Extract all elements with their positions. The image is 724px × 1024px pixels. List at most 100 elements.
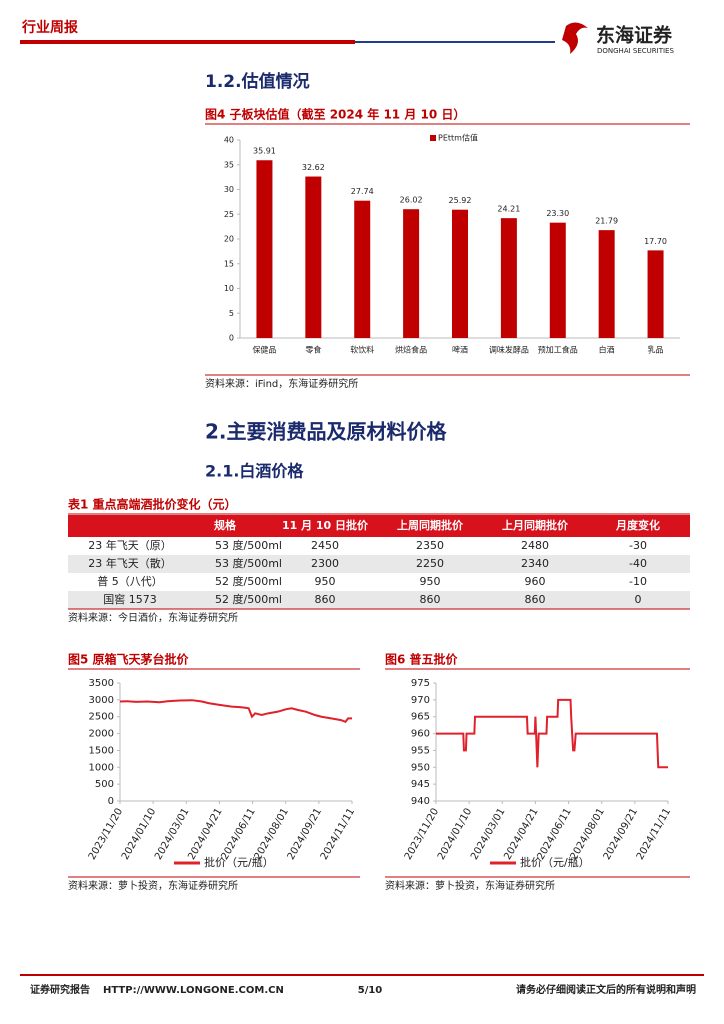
table-cell: 2250 [416,557,444,570]
y-tick-label: 15 [224,259,234,268]
y-tick-label: 35 [224,160,234,169]
table-cell: -40 [629,557,647,570]
y-tick-label: 10 [224,284,234,293]
footer-text: 证券研究报告 [30,983,90,996]
logo-en: DONGHAI SECURITIES [597,47,674,55]
bar [549,222,566,338]
report-tag: 行业周报 [21,19,78,36]
section-heading: 2.主要消费品及原材料价格 [205,420,448,444]
y-tick-label: 1000 [89,762,114,773]
y-tick-label: 3500 [89,678,114,689]
x-tick-label: 2024/06/11 [535,807,573,862]
value-label: 17.70 [644,237,667,246]
source: 资料来源：萝卜投资，东海证券研究所 [68,879,238,892]
table-cell: 52 度/500ml [215,592,282,606]
y-tick-label: 2000 [89,729,114,740]
legend-label: PEttm估值 [438,133,478,143]
value-label: 25.92 [449,196,472,205]
table-cell: 2450 [311,539,339,552]
header-bar [20,40,355,44]
table-cell: 23 年飞天（散） [88,556,172,570]
table-cell: 53 度/500ml [215,538,282,552]
x-tick-label: 2024/04/21 [186,807,224,862]
table-cell: 860 [525,593,546,606]
x-tick-label: 2024/06/11 [219,807,257,862]
value-label: 27.74 [351,187,374,196]
value-label: 23.30 [546,209,569,218]
section-heading: 1.2.估值情况 [205,71,310,92]
x-tick-label: 2024/11/11 [319,807,357,862]
page-number: 5/10 [358,985,383,996]
y-tick-label: 0 [108,796,114,807]
table-cell: -30 [629,539,647,552]
legend-swatch [430,135,436,141]
source: 资料来源：今日酒价，东海证券研究所 [68,611,238,624]
y-tick-label: 2500 [89,712,114,723]
x-tick-label: 2023/11/20 [403,807,441,862]
x-tick-label: 2024/09/21 [602,807,640,862]
value-label: 24.21 [497,205,520,214]
x-tick-label: 2024/03/01 [469,807,507,862]
table-header: 上月同期批价 [502,518,569,532]
table-title: 表1 重点高端酒批价变化（元） [67,497,237,512]
y-tick-label: 950 [411,762,430,773]
table-header-bg [68,515,690,537]
y-tick-label: 955 [411,745,430,756]
x-tick-label: 2024/01/10 [120,807,158,862]
table-cell: 2340 [521,557,549,570]
table-cell: 860 [315,593,336,606]
table-cell: 0 [635,593,642,606]
table-cell: 950 [315,575,336,588]
y-tick-label: 500 [95,779,114,790]
footer-text: 请务必仔细阅读正文后的所有说明和声明 [516,983,696,996]
y-tick-label: 3000 [89,695,114,706]
y-tick-label: 30 [224,185,234,194]
y-tick-label: 945 [411,779,430,790]
bar [598,230,615,338]
table-header: 11 月 10 日批价 [282,518,369,532]
logo-mark [562,22,588,54]
x-tick-label: 2024/03/01 [153,807,191,862]
table-cell: 860 [420,593,441,606]
legend-label: 批价（元/瓶） [204,855,274,869]
table-cell: 960 [525,575,546,588]
table-cell: 23 年飞天（原） [88,538,172,552]
row-shade [68,591,690,609]
value-label: 26.02 [400,196,423,205]
table-cell: 950 [420,575,441,588]
bar [305,176,322,338]
table-header: 月度变化 [615,518,660,532]
x-tick-label: 预加工食品 [538,345,578,355]
y-tick-label: 940 [411,796,430,807]
table-cell: 国窖 1573 [103,592,157,606]
bar [647,250,664,338]
y-tick-label: 975 [411,678,430,689]
x-tick-label: 软饮料 [350,345,374,355]
x-tick-label: 2024/08/01 [569,807,607,862]
x-tick-label: 2024/11/11 [635,807,673,862]
row-shade [68,555,690,573]
line [436,698,668,769]
bar [500,218,517,338]
x-tick-label: 零食 [305,345,321,355]
chart-title: 图5 原箱飞天茅台批价 [68,652,190,667]
header-line [355,41,555,43]
table-cell: 2480 [521,539,549,552]
line [119,699,352,723]
bar [256,160,273,338]
section-heading: 2.1.白酒价格 [205,462,304,481]
y-tick-label: 970 [411,695,430,706]
value-label: 21.79 [595,217,618,226]
x-tick-label: 调味发酵品 [489,345,529,355]
x-tick-label: 2024/04/21 [502,807,540,862]
x-tick-label: 白酒 [599,345,615,355]
x-tick-label: 保健品 [252,345,276,355]
value-label: 35.91 [253,147,276,156]
y-tick-label: 25 [224,210,234,219]
bar [354,200,371,338]
table-cell: 2300 [311,557,339,570]
legend-label: 批价（元/瓶） [520,855,590,869]
y-tick-label: 5 [229,309,234,318]
source: 资料来源：萝卜投资，东海证券研究所 [385,879,555,892]
